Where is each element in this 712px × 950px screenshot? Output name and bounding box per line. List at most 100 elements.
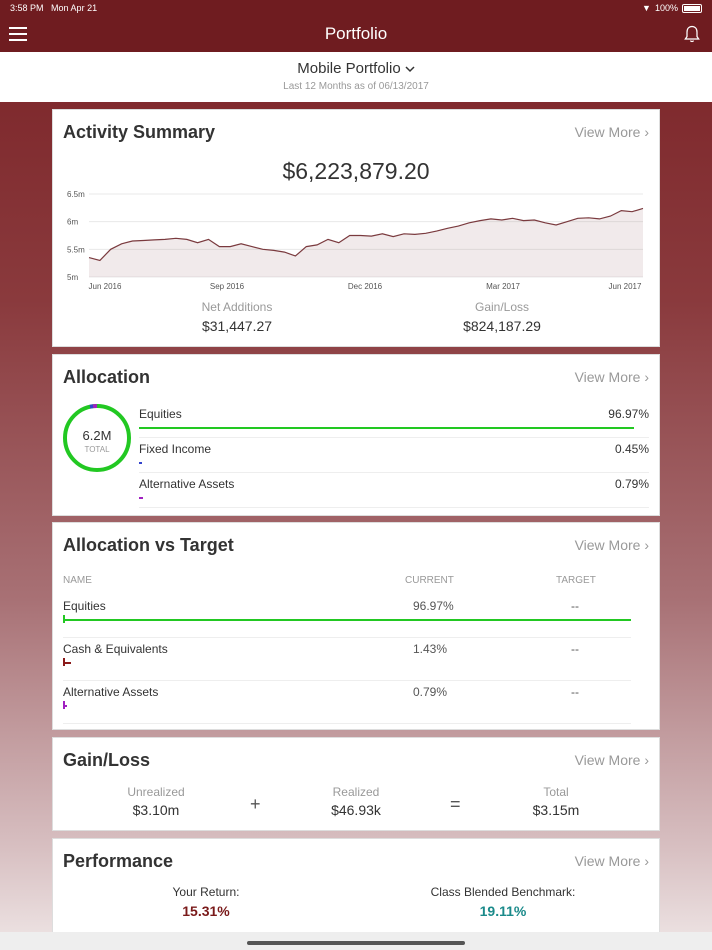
allocation-pct: 0.45% [614,442,649,456]
series-line [88,207,644,262]
status-time: 3:58 PM [10,3,44,13]
benchmark-stat: Class Blended Benchmark: 19.11% [383,885,623,919]
unrealized-label: Unrealized [127,785,185,799]
total-amount: 6.2M [82,428,112,443]
activity-chart: 6.5m 6m 5.5m 5m Jun 2016 Sep 2016 Dec 2016 Mar … [67,190,644,291]
gain-loss-value: $824,187.29 [463,318,541,334]
battery-icon [682,3,702,13]
portfolio-selector[interactable]: Mobile Portfolio [297,60,415,77]
x-tick-label: Jun 2016 [89,282,122,291]
plus-sign: + [250,794,261,814]
x-tick-label: Sep 2016 [210,282,245,291]
allocation-row[interactable]: Fixed Income 0.45% [139,438,649,473]
total-label: TOTAL [84,445,110,454]
realized-value: $46.93k [331,802,381,818]
unrealized-value: $3.10m [132,802,180,818]
column-header-current: CURRENT [405,575,454,586]
performance-card: Performance View More › Your Return: 15.… [52,838,660,938]
y-tick-label: 6m [67,218,78,227]
row-current: 0.79% [413,685,448,699]
allocation-row[interactable]: Alternative Assets 0.79% [139,473,649,508]
net-additions-value: $31,447.27 [201,318,273,334]
your-return-value: 15.31% [182,903,230,919]
allocation-name: Equities [139,407,182,421]
allocation-vs-target-card: Allocation vs Target View More › NAME CU… [52,522,660,730]
portfolio-name: Mobile Portfolio [297,60,401,77]
equals-sign: = [450,794,461,814]
unrealized-stat: Unrealized $3.10m [86,785,226,818]
card-title: Gain/Loss [63,750,151,770]
your-return-label: Your Return: [172,885,240,899]
status-bar: 3:58 PM Mon Apr 21 ▼ 100% [0,0,712,16]
portfolio-total: $6,223,879.20 [282,158,430,184]
allocation-card: Allocation View More › 6.2M TOTAL Equiti… [52,354,660,516]
column-header-target: TARGET [556,575,596,586]
table-row[interactable]: Alternative Assets 0.79% -- [63,681,631,724]
row-name: Cash & Equivalents [63,642,168,656]
view-more-link[interactable]: View More › [574,853,649,869]
x-tick-label: Dec 2016 [348,282,383,291]
row-name: Equities [63,599,106,613]
y-tick-label: 6.5m [67,190,85,199]
area-fill [89,208,643,277]
battery-percent: 100% [654,3,678,13]
table-row[interactable]: Cash & Equivalents 1.43% -- [63,638,631,681]
y-tick-label: 5m [67,273,78,282]
donut-center: 6.2M TOTAL [62,403,132,473]
realized-label: Realized [332,785,380,799]
row-current: 1.43% [413,642,448,656]
row-bar [63,619,631,621]
row-target: -- [571,642,579,656]
benchmark-value: 19.11% [479,903,527,919]
allocation-pct: 96.97% [608,407,649,421]
row-bar [63,662,71,664]
allocation-row[interactable]: Equities 96.97% [139,403,649,438]
total-value: $3.15m [532,802,580,818]
x-tick-label: Mar 2017 [486,282,520,291]
row-name: Alternative Assets [63,685,159,699]
total-label: Total [543,785,569,799]
view-more-link[interactable]: View More › [574,752,649,768]
net-additions-label: Net Additions [201,300,273,314]
card-title: Allocation [63,367,151,387]
gain-loss-stat: Gain/Loss $824,187.29 [402,300,602,334]
card-title: Allocation vs Target [63,535,234,555]
realized-stat: Realized $46.93k [286,785,426,818]
gain-loss-card: Gain/Loss View More › Unrealized $3.10m … [52,737,660,831]
row-target: -- [571,685,579,699]
column-header-name: NAME [63,575,92,586]
allocation-name: Alternative Assets [139,477,235,491]
bell-icon[interactable] [682,24,702,44]
view-more-link[interactable]: View More › [574,537,649,553]
allocation-pct: 0.79% [614,477,649,491]
your-return-stat: Your Return: 15.31% [86,885,326,919]
home-indicator[interactable] [247,941,465,945]
wifi-icon: ▼ [642,3,651,13]
allocation-donut [63,403,131,472]
card-title: Performance [63,851,174,871]
x-tick-label: Jun 2017 [609,282,642,291]
benchmark-label: Class Blended Benchmark: [430,885,576,899]
view-more-link[interactable]: View More › [574,369,649,385]
card-title: Activity Summary [63,122,216,142]
allocation-bar [139,497,143,499]
chevron-down-icon [405,65,415,72]
allocation-bar [139,462,142,464]
activity-summary-card: Activity Summary View More › $6,223,879.… [52,109,660,347]
gain-loss-label: Gain/Loss [474,300,530,314]
status-date: Mon Apr 21 [51,3,98,13]
allocation-bar [139,427,634,429]
date-range: Last 12 Months as of 06/13/2017 [283,81,429,92]
portfolio-header: Mobile Portfolio Last 12 Months as of 06… [0,52,712,102]
net-additions-stat: Net Additions $31,447.27 [137,300,337,334]
page-title: Portfolio [324,24,388,43]
table-row[interactable]: Equities 96.97% -- [63,595,631,638]
row-bar [63,705,67,707]
row-target: -- [571,599,579,613]
row-current: 96.97% [413,599,454,613]
nav-bar: Portfolio [0,16,712,52]
menu-icon[interactable] [9,27,27,41]
allocation-name: Fixed Income [139,442,212,456]
total-stat: Total $3.15m [486,785,626,818]
view-more-link[interactable]: View More › [574,124,649,140]
